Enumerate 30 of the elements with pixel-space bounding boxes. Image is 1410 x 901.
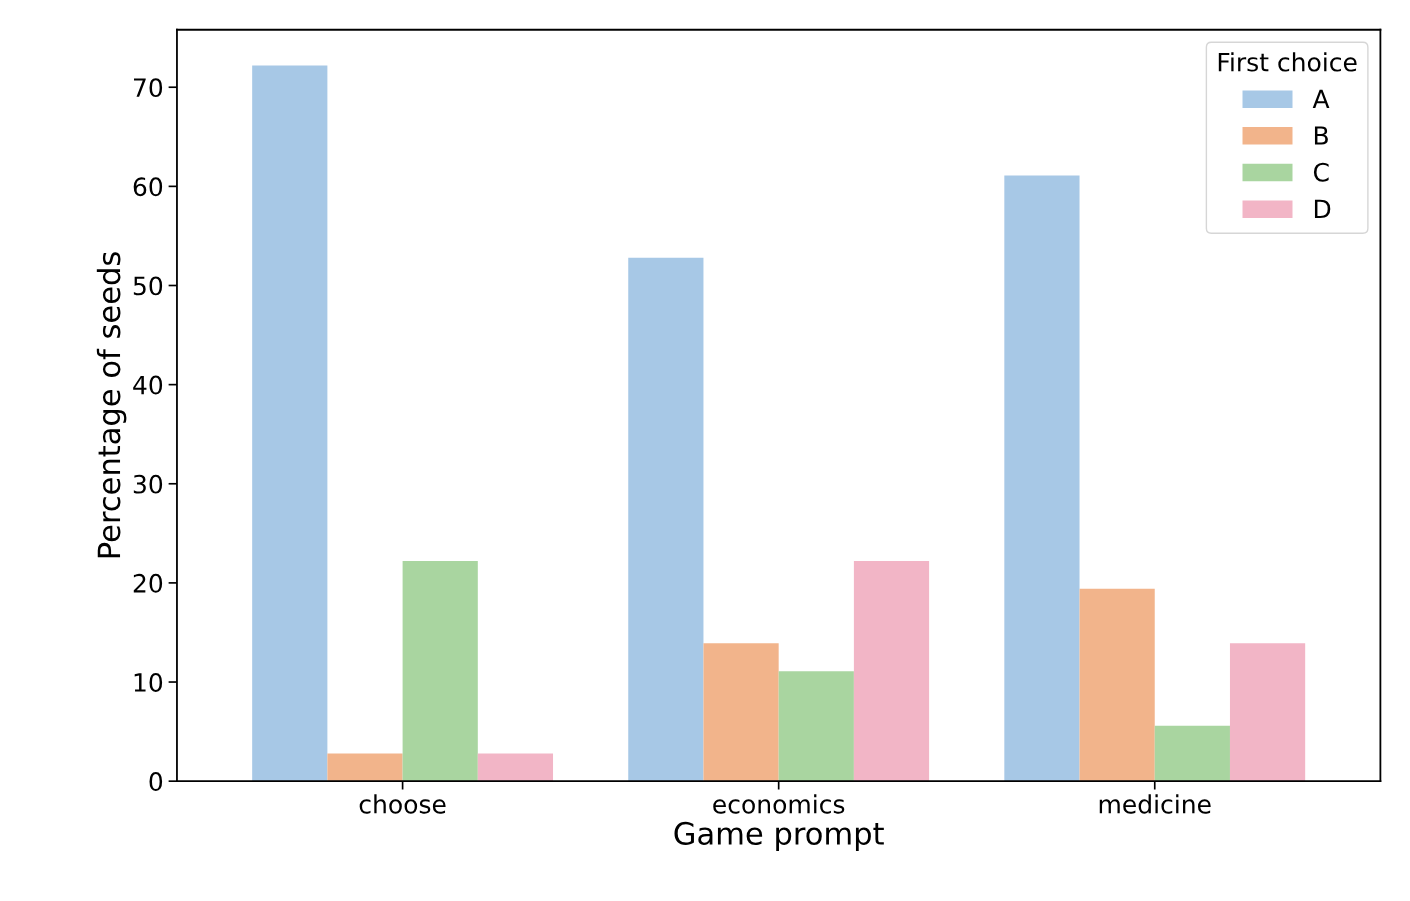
y-tick-label: 60: [133, 177, 163, 197]
y-tick-label: 30: [133, 474, 163, 494]
bar: [402, 561, 478, 782]
x-tick-label: medicine: [1099, 794, 1211, 814]
y-tick-label: 0: [149, 772, 163, 792]
y-tick-label: 50: [133, 276, 163, 296]
legend-label: D: [1314, 199, 1331, 219]
bar: [327, 753, 403, 782]
bar: [1154, 725, 1230, 782]
bar: [477, 753, 554, 782]
y-tick-label: 40: [133, 375, 163, 395]
legend-label: C: [1313, 162, 1329, 182]
y-tick-label: 20: [133, 573, 163, 593]
legend-label: B: [1314, 126, 1328, 145]
bar: [1229, 643, 1306, 782]
bar: [628, 257, 704, 782]
x-tick-label: choose: [359, 794, 446, 814]
legend-label: A: [1312, 89, 1330, 108]
x-tick-label: economics: [713, 794, 845, 814]
bar: [1079, 588, 1155, 782]
y-tick-label: 10: [134, 672, 163, 692]
bar: [1004, 175, 1080, 782]
y-tick-label: 70: [134, 78, 163, 98]
legend-title: First choice: [1218, 52, 1357, 72]
y-axis-title: Percentage of seeds: [96, 252, 127, 558]
bar: [252, 65, 328, 782]
bar: [778, 671, 854, 782]
bar: [703, 643, 779, 782]
x-axis-title: Game prompt: [674, 821, 884, 851]
bar: [853, 561, 930, 782]
